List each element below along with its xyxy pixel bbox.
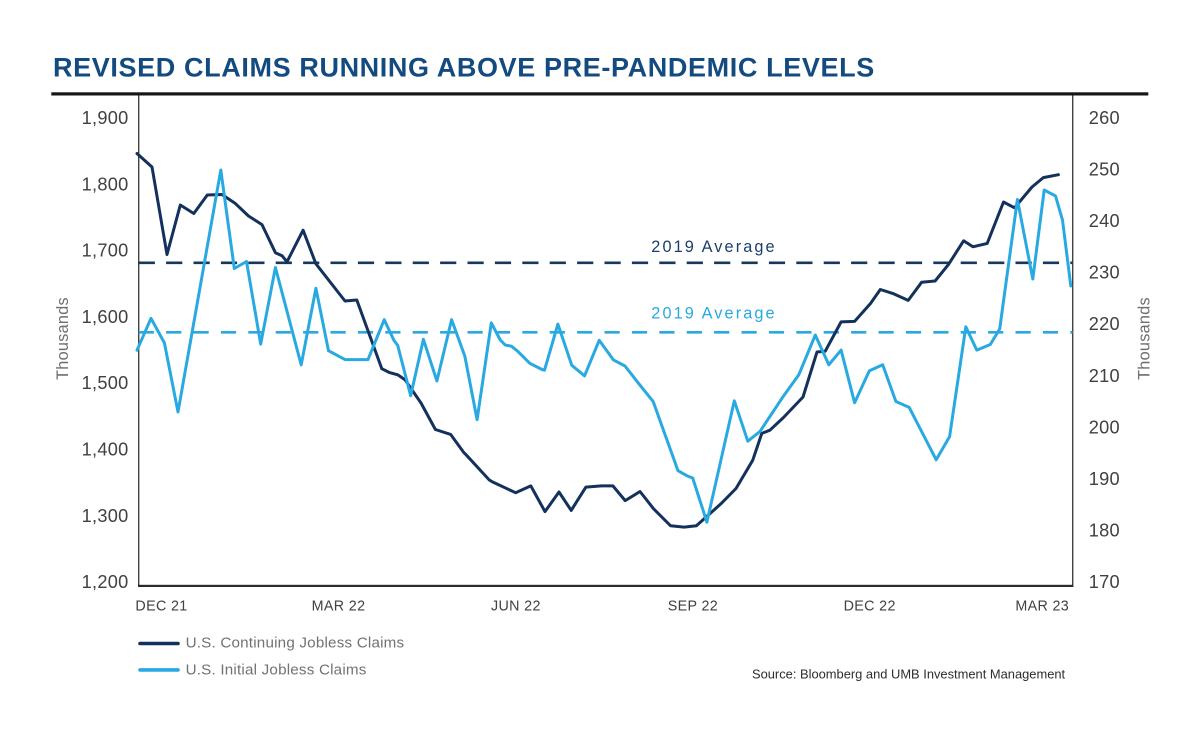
svg-text:260: 260 xyxy=(1089,108,1120,128)
svg-text:DEC 21: DEC 21 xyxy=(135,599,187,615)
svg-text:200: 200 xyxy=(1089,417,1120,437)
svg-text:1,300: 1,300 xyxy=(82,506,129,526)
svg-text:170: 170 xyxy=(1089,572,1120,592)
svg-text:Source: Bloomberg and UMB Inve: Source: Bloomberg and UMB Investment Man… xyxy=(752,667,1066,682)
svg-text:1,200: 1,200 xyxy=(82,572,129,592)
svg-text:2019 Average: 2019 Average xyxy=(651,305,776,323)
svg-text:REVISED CLAIMS RUNNING ABOVE P: REVISED CLAIMS RUNNING ABOVE PRE-PANDEMI… xyxy=(53,52,875,82)
svg-text:230: 230 xyxy=(1089,263,1120,283)
svg-text:SEP 22: SEP 22 xyxy=(668,599,718,615)
svg-text:U.S. Initial Jobless Claims: U.S. Initial Jobless Claims xyxy=(186,662,367,679)
svg-text:U.S. Continuing Jobless Claims: U.S. Continuing Jobless Claims xyxy=(186,635,405,652)
svg-text:1,400: 1,400 xyxy=(82,440,129,460)
svg-text:220: 220 xyxy=(1089,314,1120,334)
svg-text:2019 Average: 2019 Average xyxy=(651,238,776,256)
svg-text:190: 190 xyxy=(1089,469,1120,489)
svg-text:1,600: 1,600 xyxy=(82,307,129,327)
svg-text:1,700: 1,700 xyxy=(82,241,129,261)
svg-text:Thousands: Thousands xyxy=(54,297,72,380)
svg-text:MAR 22: MAR 22 xyxy=(312,599,366,615)
svg-text:MAR 23: MAR 23 xyxy=(1015,599,1069,615)
svg-text:1,500: 1,500 xyxy=(82,373,129,393)
svg-text:1,900: 1,900 xyxy=(82,108,129,128)
svg-text:210: 210 xyxy=(1089,366,1120,386)
svg-text:JUN 22: JUN 22 xyxy=(491,599,541,615)
svg-text:250: 250 xyxy=(1089,160,1120,180)
svg-text:1,800: 1,800 xyxy=(82,174,129,194)
svg-text:240: 240 xyxy=(1089,211,1120,231)
svg-text:180: 180 xyxy=(1089,520,1120,540)
svg-text:Thousands: Thousands xyxy=(1136,297,1154,380)
svg-text:DEC 22: DEC 22 xyxy=(844,599,896,615)
